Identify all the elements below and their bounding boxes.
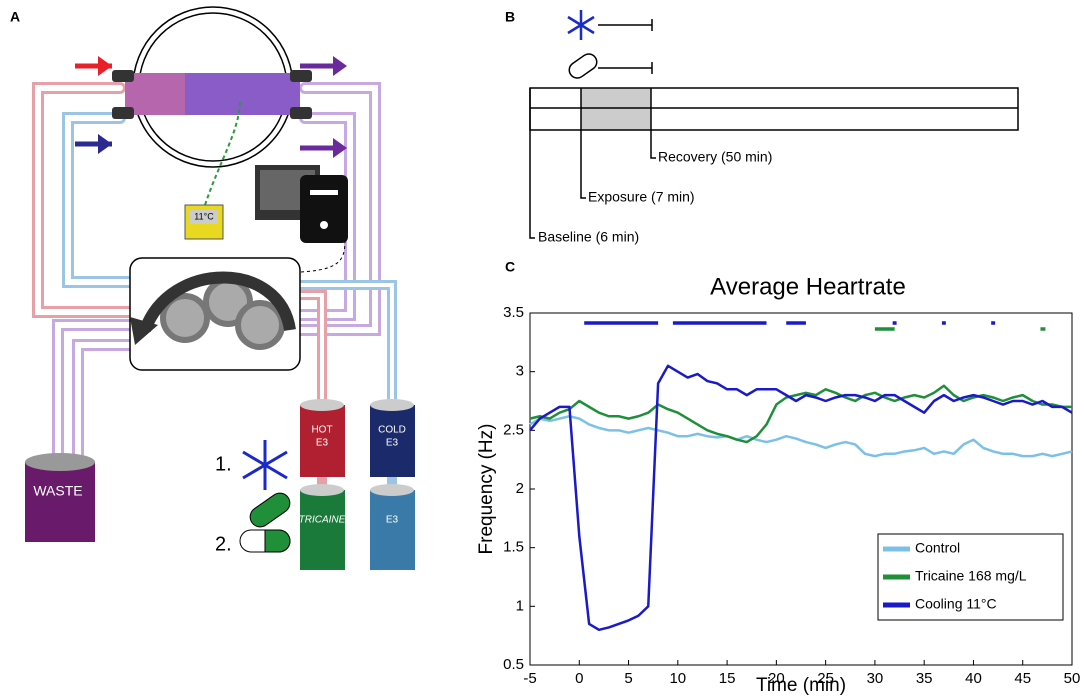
chart-title: Average Heartrate <box>710 273 906 300</box>
panel-label: A <box>10 9 20 25</box>
x-tick-label: 35 <box>916 670 933 687</box>
x-tick-label: 50 <box>1064 670 1081 687</box>
temperature-label: 11°C <box>194 211 214 221</box>
x-tick-label: 0 <box>575 670 583 687</box>
series-line <box>529 415 1073 458</box>
tank-label: WASTE <box>33 483 82 499</box>
panel-label: C <box>505 259 515 275</box>
tank-label: E3 <box>316 438 329 449</box>
x-tick-label: -5 <box>523 670 536 687</box>
legend-label: Tricaine 168 mg/L <box>915 568 1027 584</box>
x-tick-label: 10 <box>669 670 686 687</box>
y-axis-label: Frequency (Hz) <box>476 424 497 555</box>
y-tick-label: 3 <box>516 363 524 380</box>
x-tick-label: 5 <box>624 670 632 687</box>
series-line <box>529 364 1073 632</box>
x-tick-label: 30 <box>867 670 884 687</box>
pill-icon <box>239 492 291 553</box>
x-tick-label: 45 <box>1014 670 1031 687</box>
tanks <box>25 399 415 570</box>
legend-label: Cooling 11°C <box>915 596 997 612</box>
phase-label: Baseline (6 min) <box>538 229 639 245</box>
step-label: 2. <box>215 533 232 555</box>
x-tick-label: 40 <box>965 670 982 687</box>
y-tick-label: 3.5 <box>503 304 524 321</box>
y-tick-label: 2 <box>516 480 524 497</box>
panel-label: B <box>505 9 515 25</box>
timeline <box>529 10 1019 239</box>
phase-label: Exposure (7 min) <box>588 189 695 205</box>
x-axis-label: Time (min) <box>756 675 846 696</box>
tank-label: TRICAINE <box>299 515 346 526</box>
legend-label: Control <box>915 540 960 556</box>
y-tick-label: 0.5 <box>503 656 524 673</box>
x-tick-label: 20 <box>768 670 785 687</box>
series-line <box>529 384 1072 444</box>
y-tick-label: 2.5 <box>503 421 524 438</box>
phase-label: Recovery (50 min) <box>658 149 772 165</box>
tank-label: E3 <box>386 515 399 526</box>
y-tick-label: 1 <box>516 597 524 614</box>
step-label: 1. <box>215 453 232 475</box>
tubes <box>32 82 397 495</box>
y-tick-label: 1.5 <box>503 539 524 556</box>
tank-label: COLD <box>378 425 406 436</box>
snowflake-icon <box>242 440 288 490</box>
tank-label: E3 <box>386 438 399 449</box>
x-tick-label: 15 <box>719 670 736 687</box>
setup-diagram: 11°C HOT E3 COLD E3 TRICAINE E3 WASTE 1.… <box>25 6 415 570</box>
x-tick-label: 25 <box>817 670 834 687</box>
tank-label: HOT <box>311 425 332 436</box>
